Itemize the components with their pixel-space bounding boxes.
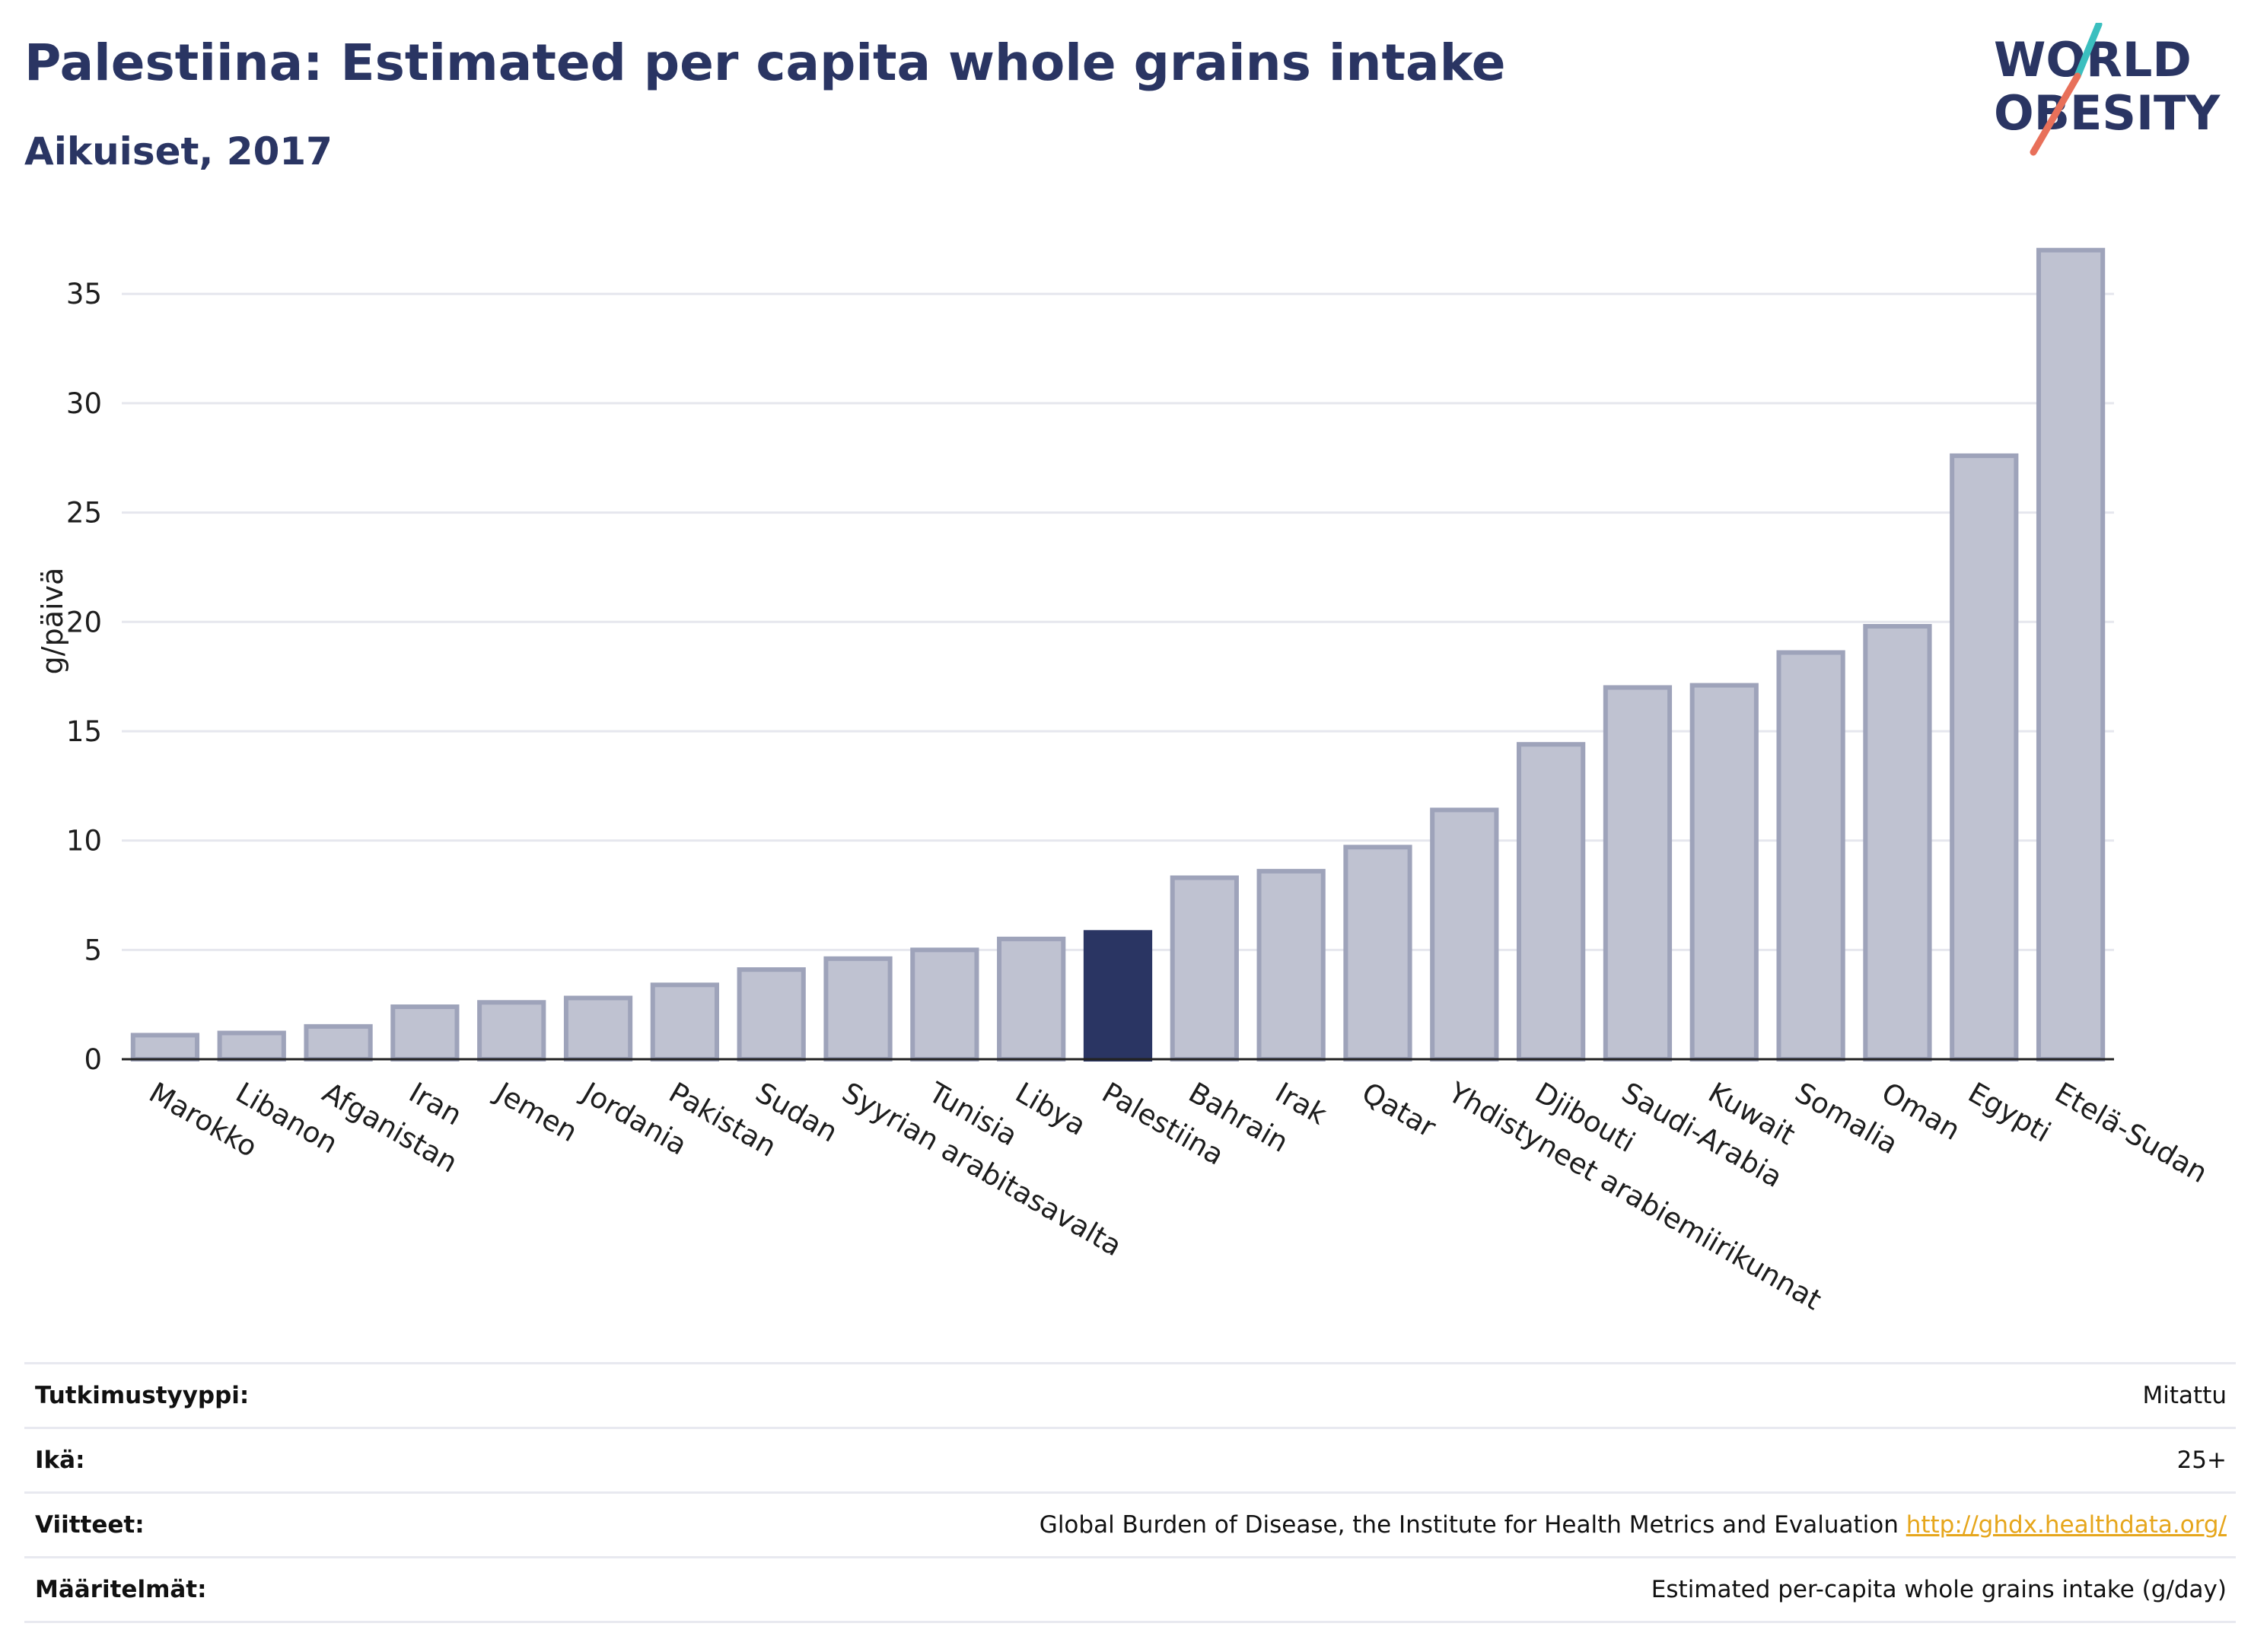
info-key: Määritelmät: <box>35 1576 207 1603</box>
y-tick-label: 20 <box>66 606 102 638</box>
bar-jemen <box>477 1000 546 1062</box>
bar-yhdistyneet-arabiemiirikunnat <box>1430 807 1499 1062</box>
logo-slash-top <box>2074 23 2103 80</box>
bars <box>130 247 2106 1062</box>
bar-tunisia <box>910 947 979 1062</box>
y-tick-label: 25 <box>66 497 102 530</box>
info-value-text: Estimated per-capita whole grains intake… <box>1651 1576 2227 1603</box>
x-category-label: Libya <box>1010 1076 1091 1142</box>
info-table: Tutkimustyyppi: Mitattu Ikä: 25+ Viitteet: Gl… <box>24 1362 2236 1623</box>
info-key: Ikä: <box>35 1447 85 1474</box>
y-tick-label: 35 <box>66 278 102 310</box>
logo-slash-bottom <box>2030 72 2081 156</box>
info-value: Mitattu <box>2143 1382 2236 1409</box>
bar-sudan <box>737 967 806 1062</box>
info-value: Estimated per-capita whole grains intake… <box>1651 1576 2236 1603</box>
bar-bahrain <box>1170 875 1239 1062</box>
bar-qatar <box>1343 845 1412 1062</box>
bar-libya <box>997 936 1066 1062</box>
y-tick-label: 30 <box>66 387 102 420</box>
x-category-label: Qatar <box>1356 1076 1441 1144</box>
bar-kuwait <box>1689 683 1759 1062</box>
y-tick-label: 10 <box>66 825 102 858</box>
y-axis-label: g/päivä <box>36 568 69 675</box>
bar-libanon <box>217 1030 286 1062</box>
info-row: Määritelmät: Estimated per-capita whole g… <box>24 1556 2236 1623</box>
info-value-text: 25+ <box>2176 1447 2227 1474</box>
y-tick-label: 15 <box>66 715 102 748</box>
bar-oman <box>1863 624 1932 1062</box>
x-category-label: Etelä-Sudan <box>2049 1076 2213 1189</box>
info-row: Ikä: 25+ <box>24 1427 2236 1491</box>
bar-afganistan <box>304 1023 373 1062</box>
bar-irak <box>1256 868 1326 1062</box>
info-value: Global Burden of Disease, the Institute … <box>1040 1511 2236 1539</box>
info-key: Tutkimustyyppi: <box>35 1382 250 1409</box>
page-subtitle: Aikuiset, 2017 <box>24 129 333 173</box>
x-category-label: Egypti <box>1963 1076 2056 1149</box>
bar-pakistan <box>650 982 719 1062</box>
bar-chart: 05101520253035MarokkoLibanonAfganistanIr… <box>36 247 2213 1316</box>
y-tick-label: 0 <box>84 1043 102 1076</box>
bar-palestiina <box>1083 930 1153 1062</box>
info-key: Viitteet: <box>35 1511 145 1539</box>
bar-iran <box>390 1004 460 1062</box>
info-value-text: Mitattu <box>2142 1382 2227 1409</box>
page-title: Palestiina: Estimated per capita whole g… <box>24 33 1506 92</box>
bar-somalia <box>1776 650 1845 1062</box>
info-row: Viitteet: Global Burden of Disease, the I… <box>24 1491 2236 1556</box>
y-tick-label: 5 <box>84 934 102 966</box>
world-obesity-logo: WORLD OBESITY <box>1994 23 2221 156</box>
bar-djibouti <box>1517 742 1586 1062</box>
bar-egypti <box>1950 453 2019 1062</box>
reference-link[interactable]: http://ghdx.healthdata.org/ <box>1906 1511 2227 1539</box>
info-value-text: Global Burden of Disease, the Institute … <box>1039 1511 1899 1539</box>
bar-jordania <box>563 995 633 1062</box>
bar-etelä-sudan <box>2036 247 2106 1062</box>
bar-marokko <box>130 1033 200 1062</box>
bar-saudi-arabia <box>1603 685 1673 1062</box>
info-value: 25+ <box>2177 1447 2236 1474</box>
bar-syyrian-arabitasavalta <box>823 956 893 1062</box>
x-category-label: Jemen <box>489 1075 583 1148</box>
info-row: Tutkimustyyppi: Mitattu <box>24 1362 2236 1427</box>
logo-line2: OBESITY <box>1994 85 2221 141</box>
